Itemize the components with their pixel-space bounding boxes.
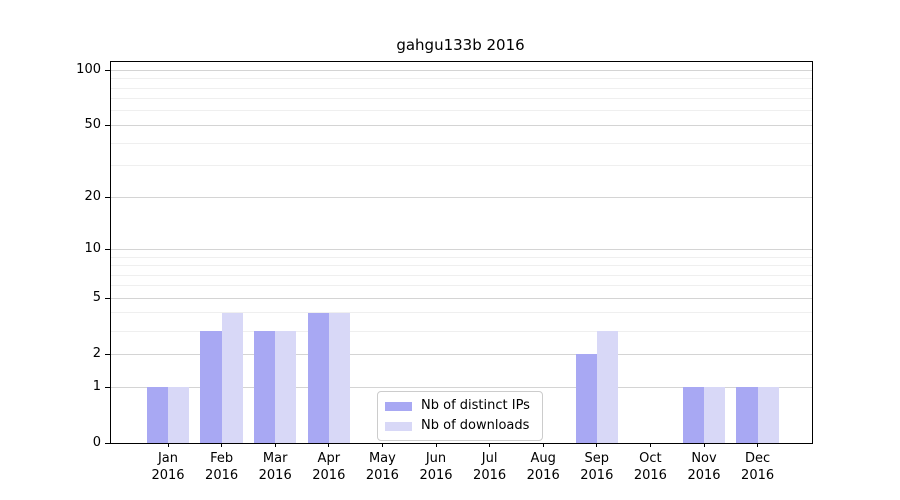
bar-nb-of-downloads-mar bbox=[275, 331, 297, 443]
x-tick-may bbox=[381, 443, 383, 447]
chart-title: gahgu133b 2016 bbox=[396, 36, 525, 54]
bar-nb-of-distinct-ips-feb bbox=[200, 331, 222, 443]
y-tick-2 bbox=[105, 353, 110, 355]
y-tick-label-10: 10 bbox=[84, 241, 101, 257]
x-tick-label-aug: Aug 2016 bbox=[526, 451, 560, 483]
y-tick-20 bbox=[105, 196, 110, 198]
bar-nb-of-distinct-ips-jan bbox=[146, 387, 168, 443]
gridline-major-10 bbox=[111, 248, 812, 250]
bar-nb-of-distinct-ips-mar bbox=[253, 331, 276, 443]
bar-nb-of-downloads-sep bbox=[596, 331, 619, 443]
legend-row-distinct-ips: Nb of distinct IPs bbox=[385, 398, 530, 414]
bar-nb-of-distinct-ips-dec bbox=[736, 387, 758, 443]
gridline-minor-3 bbox=[111, 330, 812, 332]
bar-nb-of-distinct-ips-sep bbox=[575, 354, 597, 443]
x-tick-label-nov: Nov 2016 bbox=[687, 451, 721, 483]
x-tick-label-mar: Mar 2016 bbox=[258, 451, 292, 483]
bar-nb-of-downloads-nov bbox=[704, 387, 726, 443]
gridline-minor-40 bbox=[111, 142, 812, 144]
x-tick-jul bbox=[489, 443, 491, 447]
x-tick-apr bbox=[328, 443, 330, 447]
x-tick-dec bbox=[757, 443, 759, 447]
x-tick-label-apr: Apr 2016 bbox=[312, 451, 346, 483]
y-tick-5 bbox=[105, 297, 110, 299]
legend: Nb of distinct IPs Nb of downloads bbox=[377, 391, 543, 441]
gridline-minor-70 bbox=[111, 98, 812, 100]
legend-swatch-distinct-ips bbox=[385, 401, 412, 411]
gridline-major-2 bbox=[111, 353, 812, 355]
bar-nb-of-downloads-dec bbox=[757, 387, 779, 443]
gridline-minor-90 bbox=[111, 78, 812, 80]
gridline-minor-8 bbox=[111, 265, 812, 266]
x-tick-jan bbox=[167, 443, 169, 447]
y-tick-label-5: 5 bbox=[92, 290, 101, 306]
plot-area: 0 1 2 5 10 20 50 100 Jan 2016 Feb 2016 Mar 2016 Apr… bbox=[76, 61, 813, 483]
gridline-minor-4 bbox=[111, 312, 812, 314]
x-tick-aug bbox=[542, 443, 544, 447]
y-tick-label-1: 1 bbox=[92, 379, 101, 394]
bar-nb-of-downloads-jan bbox=[168, 387, 190, 443]
bar-nb-of-downloads-apr bbox=[328, 312, 351, 443]
gridline-major-20 bbox=[111, 196, 812, 198]
legend-label-distinct-ips: Nb of distinct IPs bbox=[421, 398, 530, 413]
gridline-major-5 bbox=[111, 297, 812, 299]
bar-nb-of-downloads-feb bbox=[221, 312, 243, 443]
x-tick-label-sep: Sep 2016 bbox=[580, 451, 614, 483]
x-tick-label-may: May 2016 bbox=[365, 451, 399, 483]
gridline-minor-6 bbox=[111, 285, 812, 287]
gridline-minor-9 bbox=[111, 256, 812, 258]
y-tick-label-50: 50 bbox=[84, 117, 101, 133]
y-tick-100 bbox=[105, 69, 110, 71]
gridline-minor-7 bbox=[111, 274, 812, 276]
bar-nb-of-distinct-ips-apr bbox=[307, 312, 329, 443]
x-tick-label-jul: Jul 2016 bbox=[473, 451, 507, 483]
x-tick-label-oct: Oct 2016 bbox=[633, 451, 667, 483]
x-tick-oct bbox=[649, 443, 651, 447]
x-tick-jun bbox=[435, 443, 437, 447]
x-tick-label-feb: Feb 2016 bbox=[205, 451, 239, 483]
x-tick-mar bbox=[274, 443, 276, 447]
y-tick-10 bbox=[105, 248, 110, 250]
gridline-major-100 bbox=[111, 69, 812, 71]
gridline-minor-60 bbox=[111, 110, 812, 112]
y-tick-label-0: 0 bbox=[92, 435, 101, 450]
x-tick-feb bbox=[221, 443, 223, 447]
x-tick-label-jun: Jun 2016 bbox=[419, 451, 453, 483]
gridline-major-1 bbox=[111, 386, 812, 388]
x-tick-label-jan: Jan 2016 bbox=[151, 451, 185, 483]
y-tick-1 bbox=[105, 386, 110, 388]
gridline-minor-30 bbox=[111, 165, 812, 167]
y-tick-label-20: 20 bbox=[84, 189, 101, 205]
gridline-minor-80 bbox=[111, 87, 812, 89]
legend-label-downloads: Nb of downloads bbox=[421, 418, 530, 433]
x-tick-sep bbox=[596, 443, 598, 447]
y-tick-0 bbox=[105, 442, 110, 444]
y-tick-label-2: 2 bbox=[92, 346, 101, 362]
legend-row-downloads: Nb of downloads bbox=[385, 418, 530, 434]
bar-nb-of-distinct-ips-nov bbox=[682, 387, 704, 443]
x-tick-nov bbox=[703, 443, 705, 447]
gridline-major-50 bbox=[111, 124, 812, 126]
legend-swatch-downloads bbox=[385, 421, 412, 431]
y-tick-label-100: 100 bbox=[76, 62, 101, 78]
x-tick-label-dec: Dec 2016 bbox=[741, 451, 775, 483]
y-tick-50 bbox=[105, 124, 110, 126]
